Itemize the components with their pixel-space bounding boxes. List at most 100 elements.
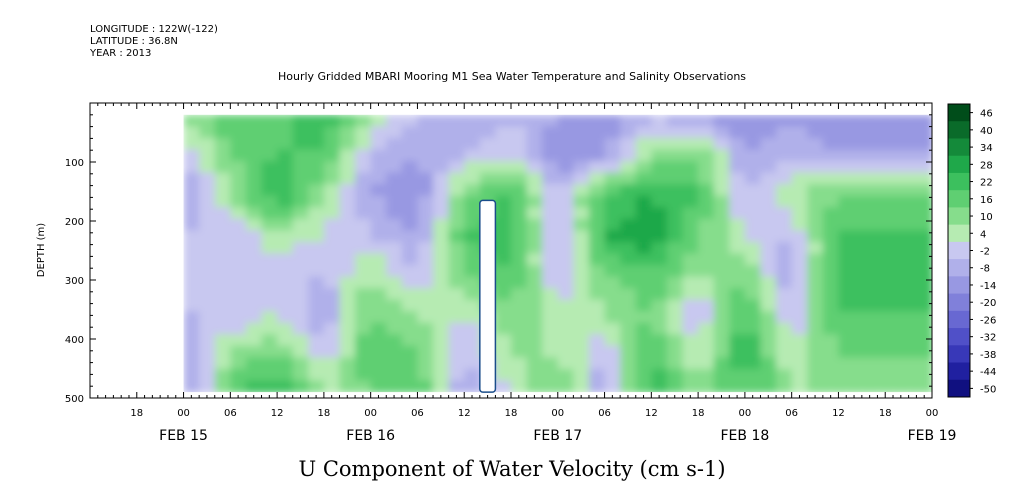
field-cell — [885, 322, 902, 336]
field-cell — [542, 137, 559, 151]
field-cell — [542, 299, 559, 313]
field-cell — [729, 253, 746, 267]
field-cell — [542, 184, 559, 197]
colorbar-swatch — [948, 310, 970, 329]
colorbar-label: -20 — [980, 298, 996, 309]
field-cell — [448, 114, 466, 128]
field-cell — [495, 172, 512, 186]
field-cell — [433, 137, 450, 151]
field-cell — [557, 207, 575, 220]
field-cell — [308, 368, 325, 382]
field-cell — [869, 311, 887, 324]
field-cell — [199, 357, 216, 370]
field-cell — [214, 137, 232, 151]
field-cell — [339, 299, 357, 313]
field-cell — [916, 322, 932, 336]
field-cell — [308, 184, 325, 197]
field-cell — [417, 288, 435, 301]
field-cell — [776, 288, 793, 301]
field-cell — [495, 334, 512, 347]
field-cell — [729, 195, 746, 209]
field-cell — [245, 172, 263, 186]
field-cell — [604, 345, 622, 359]
field-cell — [542, 265, 559, 278]
field-cell — [183, 288, 201, 301]
field-cell — [791, 322, 809, 336]
field-cell — [869, 126, 887, 139]
field-cell — [885, 184, 902, 197]
field-cell — [261, 334, 279, 347]
field-cell — [464, 218, 481, 232]
field-cell — [557, 253, 575, 267]
field-cell — [526, 195, 544, 209]
field-cell — [620, 311, 637, 324]
field-cell — [323, 334, 341, 347]
field-cell — [822, 184, 840, 197]
field-cell — [526, 288, 544, 301]
field-cell — [308, 265, 325, 278]
field-cell — [448, 265, 466, 278]
field-cell — [916, 230, 932, 243]
field-cell — [370, 334, 388, 347]
field-cell — [214, 357, 232, 370]
field-cell — [588, 149, 606, 163]
x-axis: 18 00 06 12 18 00 06 12 18 00 06 12 18 00 06 12 18 00 FEB … — [89, 103, 956, 444]
field-cell — [822, 218, 840, 232]
field-cell — [386, 137, 403, 151]
field-cell — [573, 184, 590, 197]
field-cell — [495, 380, 512, 394]
field-cell — [854, 265, 871, 278]
x-hour-label: 06 — [224, 408, 237, 419]
field-cell — [869, 230, 887, 243]
field-cell — [292, 149, 310, 163]
field-cell — [214, 230, 232, 243]
field-cell — [355, 368, 372, 382]
field-cell — [199, 137, 216, 151]
field-cell — [776, 299, 793, 313]
field-cell — [729, 288, 746, 301]
field-cell — [682, 195, 700, 209]
field-cell — [869, 137, 887, 151]
field-cell — [573, 241, 590, 255]
field-cell — [308, 172, 325, 186]
field-cell — [339, 276, 357, 290]
field-cell — [557, 230, 575, 243]
field-cell — [464, 126, 481, 139]
field-cell — [401, 241, 419, 255]
field-cell — [588, 195, 606, 209]
field-cell — [729, 137, 746, 151]
field-cell — [729, 184, 746, 197]
field-cell — [355, 126, 372, 139]
field-cell — [245, 184, 263, 197]
field-cell — [183, 195, 201, 209]
field-cell — [370, 299, 388, 313]
field-cell — [230, 218, 247, 232]
field-cell — [199, 241, 216, 255]
field-cell — [885, 218, 902, 232]
field-cell — [854, 345, 871, 359]
field-cell — [464, 288, 481, 301]
field-cell — [760, 334, 778, 347]
field-cell — [339, 230, 357, 243]
field-cell — [511, 357, 528, 370]
field-cell — [245, 161, 263, 174]
field-cell — [417, 241, 435, 255]
field-cell — [308, 311, 325, 324]
field-cell — [339, 161, 357, 174]
field-cell — [199, 334, 216, 347]
field-cell — [199, 299, 216, 313]
field-cell — [277, 126, 294, 139]
field-cell — [464, 299, 481, 313]
field-cell — [620, 276, 637, 290]
field-cell — [838, 334, 856, 347]
field-cell — [448, 380, 466, 394]
field-cell — [261, 241, 279, 255]
field-cell — [885, 161, 902, 174]
x-axis-title: U Component of Water Velocity (cm s-1) — [298, 457, 725, 481]
field-cell — [713, 322, 731, 336]
field-cell — [807, 265, 824, 278]
field-cell — [604, 357, 622, 370]
field-cell — [807, 380, 824, 394]
field-cell — [277, 195, 294, 209]
field-cell — [464, 207, 481, 220]
